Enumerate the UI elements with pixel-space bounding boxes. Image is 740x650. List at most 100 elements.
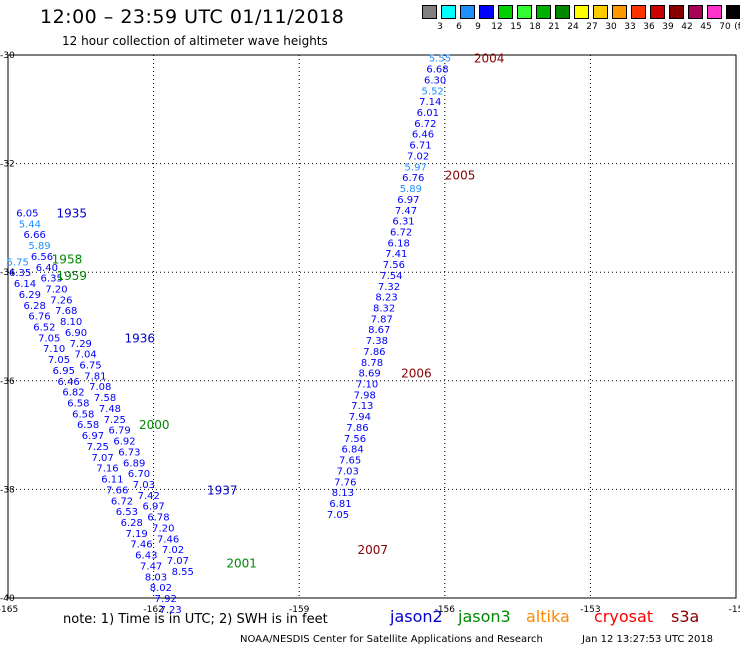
swh-value-s3a: 7.05 — [327, 510, 349, 521]
time-label: 2005 — [445, 168, 476, 182]
swh-value-jason3: 7.66 — [106, 485, 128, 496]
swh-value-jason2: 6.35 — [41, 274, 63, 285]
color-swatch — [422, 5, 437, 19]
swh-value-jason2: 6.92 — [113, 437, 135, 448]
swh-value-s3a: 7.94 — [349, 412, 371, 423]
swh-value-s3a: 8.67 — [368, 325, 390, 336]
color-swatch — [441, 5, 456, 19]
swh-value-jason3: 6.28 — [24, 301, 46, 312]
color-scale-unit: (ft) — [734, 22, 740, 32]
swh-value-jason2: 6.70 — [128, 469, 150, 480]
swh-value-jason2: 7.07 — [167, 556, 189, 567]
color-swatch — [593, 5, 608, 19]
color-swatch — [479, 5, 494, 19]
swh-value-s3a: 6.30 — [424, 75, 446, 86]
color-scale-label: 18 — [529, 22, 541, 32]
swh-value-s3a: 8.32 — [373, 303, 395, 314]
swh-value-jason2: 6.90 — [65, 328, 87, 339]
satellite-name-altika: altika — [526, 607, 570, 626]
color-swatch — [726, 5, 740, 19]
time-label: 2000 — [139, 418, 170, 432]
chart-title: 12:00 – 23:59 UTC 01/11/2018 — [40, 6, 345, 28]
color-swatch — [498, 5, 513, 19]
swh-value-s3a: 6.76 — [402, 173, 424, 184]
swh-value-jason2: 6.75 — [79, 361, 101, 372]
swh-value-jason2: 7.46 — [157, 534, 179, 545]
swh-value-s3a: 6.72 — [414, 119, 436, 130]
y-tick-label: -34 — [0, 268, 15, 278]
swh-value-jason2: 8.10 — [60, 317, 82, 328]
swh-value-jason2: 7.29 — [70, 339, 92, 350]
swh-value-jason3: 7.05 — [48, 355, 70, 366]
color-scale-label: 24 — [567, 22, 579, 32]
swh-value-jason2: 7.26 — [50, 295, 72, 306]
swh-value-jason3: 7.05 — [38, 333, 60, 344]
swh-value-jason3: 6.52 — [33, 323, 55, 334]
plot-border — [7, 54, 737, 599]
x-tick-label: -153 — [580, 605, 600, 615]
x-tick-label: -159 — [289, 605, 310, 615]
swh-value-jason2: 7.20 — [45, 284, 67, 295]
swh-value-jason3: 8.03 — [145, 572, 167, 583]
time-label: 2004 — [474, 52, 505, 66]
time-label: 1936 — [124, 331, 155, 345]
color-scale-label: 9 — [475, 22, 481, 32]
color-scale-label: 33 — [624, 22, 636, 32]
swh-value-s3a: 5.97 — [405, 162, 427, 173]
swh-value-jason3: 6.97 — [82, 431, 104, 442]
swh-value-jason2: 6.73 — [118, 447, 140, 458]
color-scale-label: 70 — [719, 22, 731, 32]
swh-value-jason2: 6.05 — [16, 208, 38, 219]
color-swatch — [631, 5, 646, 19]
swh-value-s3a: 5.89 — [400, 184, 422, 195]
satellite-name-jason3: jason3 — [458, 607, 511, 626]
color-scale-label: 6 — [456, 22, 462, 32]
swh-value-jason2: 7.08 — [89, 382, 111, 393]
swh-value-jason3: 5.75 — [7, 257, 29, 268]
swh-value-s3a: 8.23 — [375, 293, 397, 304]
color-swatch — [650, 5, 665, 19]
swh-value-s3a: 7.38 — [366, 336, 388, 347]
axis-tick-labels: -165 -162 -159 -156 -153 -15 -30 -32 -34 -36 -38 -4… — [0, 51, 740, 615]
swh-value-jason2: 5.89 — [28, 241, 50, 252]
satellite-name-s3a: s3a — [671, 607, 700, 626]
color-swatch — [460, 5, 475, 19]
swh-value-s3a: 7.86 — [346, 423, 368, 434]
swh-value-jason2: 7.02 — [162, 545, 184, 556]
swh-value-jason3: 6.95 — [53, 366, 75, 377]
color-swatch — [517, 5, 532, 19]
y-tick-label: -38 — [0, 485, 15, 495]
swh-value-s3a: 8.69 — [358, 369, 380, 380]
time-label: 1935 — [57, 206, 88, 220]
swh-value-s3a: 6.81 — [329, 499, 351, 510]
plot-frame — [7, 54, 737, 599]
swh-value-s3a: 6.97 — [397, 195, 419, 206]
swh-value-jason2: 7.48 — [99, 404, 121, 415]
swh-value-jason3: 7.10 — [43, 344, 65, 355]
swh-value-s3a: 7.54 — [380, 271, 402, 282]
swh-value-s3a: 7.14 — [419, 97, 441, 108]
swh-value-jason2: 5.44 — [19, 219, 41, 230]
time-label: 2006 — [401, 367, 432, 381]
swh-value-jason2: 6.97 — [142, 502, 164, 513]
color-swatch — [555, 5, 570, 19]
swh-value-jason2: 7.04 — [75, 350, 97, 361]
color-scale-label: 15 — [510, 22, 522, 32]
swh-values: 5.556.686.305.527.146.016.726.466.717.02… — [7, 54, 452, 616]
swh-value-jason3: 6.35 — [9, 268, 31, 279]
swh-value-jason2: 8.55 — [172, 567, 194, 578]
swh-value-jason3: 6.58 — [67, 399, 89, 410]
swh-value-jason2: 7.81 — [84, 371, 106, 382]
swh-value-s3a: 7.65 — [339, 456, 361, 467]
swh-value-s3a: 6.84 — [341, 445, 363, 456]
swh-value-jason3: 7.92 — [155, 594, 177, 605]
time-label: 2007 — [357, 543, 388, 557]
swh-value-jason3: 7.16 — [96, 464, 118, 475]
grid-lines — [8, 55, 736, 598]
swh-value-s3a: 5.52 — [422, 86, 444, 97]
y-tick-label: -36 — [0, 377, 15, 387]
color-swatch — [574, 5, 589, 19]
swh-value-jason3: 6.53 — [116, 507, 138, 518]
swh-value-jason2: 7.03 — [133, 480, 155, 491]
y-tick-label: -30 — [0, 51, 15, 61]
